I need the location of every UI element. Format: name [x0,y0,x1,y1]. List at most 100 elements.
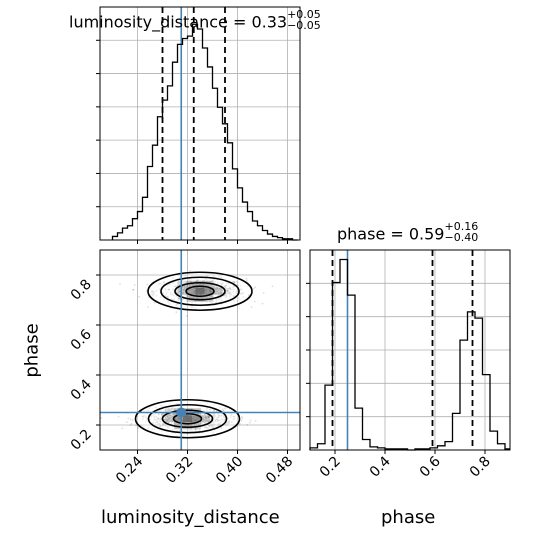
scatter-point [184,274,187,277]
scatter-point [159,410,162,412]
scatter-point [143,415,146,417]
scatter-point [171,415,174,418]
ld-title-text: luminosity_distance [69,12,228,32]
scatter-point [194,308,197,310]
density-cell [204,287,214,295]
scatter-point [146,283,149,286]
scatter-point [205,419,208,422]
scatter-point [204,416,207,419]
scatter-point [164,408,167,411]
scatter-point [209,295,212,298]
scatter-point [153,415,156,418]
scatter-point [209,419,212,421]
scatter-point [190,306,193,309]
scatter-point [167,418,170,421]
x-axis-label-phase: phase [381,507,436,528]
scatter-point [172,276,174,279]
scatter-point [214,293,217,295]
scatter-point [233,415,236,418]
scatter-point [167,301,170,304]
contour-line [172,412,203,425]
scatter-point [155,419,158,422]
scatter-point [170,291,172,294]
scatter-point [224,418,227,420]
scatter-point [230,288,232,291]
scatter-point [213,287,216,289]
scatter-point [177,297,180,300]
scatter-point [221,289,223,292]
scatter-point [161,414,163,416]
scatter-point [217,423,220,425]
scatter-point [157,417,160,420]
scatter-point [182,288,185,291]
scatter-point [224,284,227,287]
panel-2d-density: 0.24 0.32 0.40 0.48 0.2 0.4 0.6 0.8 [68,249,301,487]
scatter-point [229,295,231,298]
scatter-point [208,425,211,428]
scatter-point [208,301,211,303]
scatter-point [239,288,242,291]
scatter-point [121,427,124,430]
scatter-point [220,276,223,279]
scatter-point [217,416,220,418]
scatter-point [178,290,181,293]
scatter-point [236,300,239,303]
scatter-point [157,283,160,285]
scatter-point [177,291,180,294]
scatter-point [183,288,186,291]
scatter-point [218,419,221,422]
scatter-point [161,414,164,416]
scatter-point [157,413,160,416]
scatter-point [166,295,168,298]
scatter-point [240,415,243,418]
scatter-point [178,281,181,284]
scatter-point [221,282,223,285]
density-cell [186,294,196,302]
scatter-point [126,421,128,423]
scatter-point [207,415,210,418]
scatter-point [223,294,226,297]
scatter-point [173,298,176,300]
scatter-point [229,291,232,294]
scatter-point [200,414,203,417]
scatter-point [206,409,208,412]
phase-title-value: 0.59 [408,224,445,244]
scatter-point [177,303,179,306]
scatter-point [212,279,215,281]
scatter-point [241,292,244,295]
scatter-point [206,420,208,423]
scatter-point [189,295,192,298]
ld-title-value: 0.33 [251,12,288,32]
ld-title: luminosity_distance = 0.33 +0.05 −0.05 [69,8,321,32]
scatter-point [224,285,227,288]
scatter-point [176,291,178,294]
scatter-point [163,422,165,425]
x-axis-label-ld: luminosity_distance [101,507,280,528]
scatter-point [212,426,215,428]
scatter-point [208,283,211,286]
scatter-point [248,294,250,296]
scatter-point [205,297,207,299]
scatter-point [203,413,206,416]
scatter-point [146,417,148,420]
scatter-point [159,425,162,428]
scatter-point [204,415,207,418]
scatter-point [214,280,216,283]
scatter-point [216,287,219,290]
scatter-point [233,285,235,288]
scatter-point [133,284,136,286]
scatter-point [197,297,200,299]
scatter-point [184,286,186,289]
scatter-point [207,415,210,418]
x-tick-label: 0.6 [417,453,444,480]
scatter-point [218,422,220,425]
scatter-point [177,289,180,292]
scatter-point [212,403,215,406]
scatter-point [203,280,206,283]
scatter-point [169,414,172,416]
scatter-point [170,422,173,425]
scatter-point [191,301,194,304]
scatter-point [232,286,234,289]
scatter-point [225,295,228,298]
scatter-point [222,291,224,294]
